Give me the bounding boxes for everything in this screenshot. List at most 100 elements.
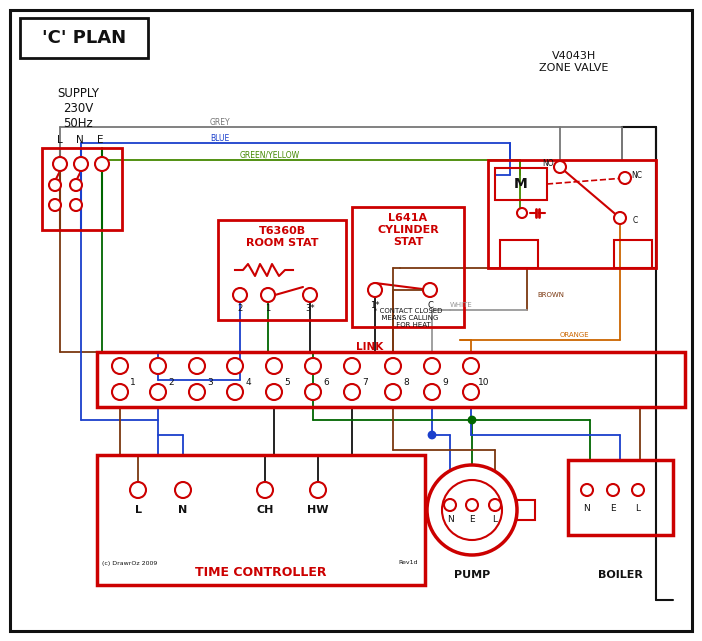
Text: 6: 6 bbox=[323, 378, 329, 387]
Text: BLUE: BLUE bbox=[210, 133, 230, 142]
Circle shape bbox=[344, 384, 360, 400]
Text: BROWN: BROWN bbox=[537, 292, 564, 298]
Circle shape bbox=[489, 499, 501, 511]
Circle shape bbox=[442, 480, 502, 540]
Text: N: N bbox=[583, 503, 590, 513]
Text: E: E bbox=[610, 503, 616, 513]
Bar bbox=[20, 18, 148, 58]
Circle shape bbox=[305, 384, 321, 400]
Text: BOILER: BOILER bbox=[597, 570, 642, 580]
Bar bbox=[568, 460, 673, 535]
Circle shape bbox=[303, 288, 317, 302]
Circle shape bbox=[70, 199, 82, 211]
Text: L: L bbox=[135, 505, 142, 515]
Circle shape bbox=[49, 179, 61, 191]
Text: ORANGE: ORANGE bbox=[560, 332, 590, 338]
Text: M: M bbox=[514, 177, 528, 191]
Circle shape bbox=[95, 157, 109, 171]
Circle shape bbox=[444, 499, 456, 511]
Text: 3: 3 bbox=[207, 378, 213, 387]
Text: 8: 8 bbox=[403, 378, 409, 387]
Text: (c) DrawrOz 2009: (c) DrawrOz 2009 bbox=[102, 560, 158, 565]
Text: 1: 1 bbox=[130, 378, 136, 387]
Circle shape bbox=[49, 199, 61, 211]
Circle shape bbox=[344, 358, 360, 374]
Text: V4043H
ZONE VALVE: V4043H ZONE VALVE bbox=[539, 51, 609, 73]
Text: TIME CONTROLLER: TIME CONTROLLER bbox=[195, 565, 326, 578]
Bar bbox=[352, 207, 464, 327]
Circle shape bbox=[310, 482, 326, 498]
Circle shape bbox=[632, 484, 644, 496]
Circle shape bbox=[53, 157, 67, 171]
Text: 3*: 3* bbox=[305, 303, 314, 313]
Circle shape bbox=[424, 384, 440, 400]
Circle shape bbox=[112, 358, 128, 374]
Circle shape bbox=[130, 482, 146, 498]
Circle shape bbox=[70, 179, 82, 191]
Circle shape bbox=[368, 283, 382, 297]
Bar bbox=[427, 500, 445, 520]
Circle shape bbox=[175, 482, 191, 498]
Text: 7: 7 bbox=[362, 378, 368, 387]
Text: 9: 9 bbox=[442, 378, 448, 387]
Circle shape bbox=[554, 161, 566, 173]
Bar bbox=[517, 500, 535, 520]
Text: 10: 10 bbox=[478, 378, 490, 387]
Circle shape bbox=[429, 432, 435, 438]
Text: WHITE: WHITE bbox=[450, 302, 472, 308]
Circle shape bbox=[469, 417, 475, 423]
Text: SUPPLY
230V
50Hz: SUPPLY 230V 50Hz bbox=[57, 87, 99, 129]
Text: 'C' PLAN: 'C' PLAN bbox=[42, 29, 126, 47]
Bar bbox=[614, 240, 652, 268]
Circle shape bbox=[74, 157, 88, 171]
Circle shape bbox=[227, 384, 243, 400]
Text: 2: 2 bbox=[168, 378, 174, 387]
Circle shape bbox=[385, 358, 401, 374]
Text: 1*: 1* bbox=[370, 301, 380, 310]
Text: N: N bbox=[76, 135, 84, 145]
Text: L641A
CYLINDER
STAT: L641A CYLINDER STAT bbox=[377, 213, 439, 247]
Circle shape bbox=[305, 358, 321, 374]
Bar bbox=[495, 168, 547, 200]
Circle shape bbox=[423, 283, 437, 297]
Text: GREY: GREY bbox=[210, 117, 231, 126]
Bar bbox=[97, 455, 425, 585]
Circle shape bbox=[266, 384, 282, 400]
Text: HW: HW bbox=[307, 505, 329, 515]
Circle shape bbox=[150, 358, 166, 374]
Bar bbox=[500, 240, 538, 268]
Text: C: C bbox=[633, 215, 637, 224]
Bar bbox=[488, 160, 656, 268]
Text: C: C bbox=[427, 301, 433, 310]
Text: NC: NC bbox=[632, 171, 642, 179]
Text: 1: 1 bbox=[265, 303, 271, 313]
Text: N: N bbox=[446, 515, 453, 524]
Text: 5: 5 bbox=[284, 378, 290, 387]
Circle shape bbox=[463, 358, 479, 374]
Text: L: L bbox=[635, 503, 640, 513]
Circle shape bbox=[227, 358, 243, 374]
Circle shape bbox=[466, 499, 478, 511]
Circle shape bbox=[266, 358, 282, 374]
Text: L: L bbox=[493, 515, 498, 524]
Bar bbox=[42, 148, 122, 230]
Bar bbox=[97, 352, 685, 407]
Text: L: L bbox=[57, 135, 63, 145]
Circle shape bbox=[619, 172, 631, 184]
Text: Rev1d: Rev1d bbox=[398, 560, 418, 565]
Circle shape bbox=[189, 384, 205, 400]
Text: * CONTACT CLOSED
  MEANS CALLING
     FOR HEAT: * CONTACT CLOSED MEANS CALLING FOR HEAT bbox=[373, 308, 442, 328]
Text: N: N bbox=[178, 505, 187, 515]
Circle shape bbox=[189, 358, 205, 374]
Circle shape bbox=[261, 288, 275, 302]
Bar bbox=[218, 220, 346, 320]
Text: GREEN/YELLOW: GREEN/YELLOW bbox=[240, 151, 300, 160]
Circle shape bbox=[150, 384, 166, 400]
Circle shape bbox=[517, 208, 527, 218]
Text: E: E bbox=[97, 135, 103, 145]
Text: LINK: LINK bbox=[357, 342, 383, 352]
Circle shape bbox=[463, 384, 479, 400]
Circle shape bbox=[385, 384, 401, 400]
Circle shape bbox=[233, 288, 247, 302]
Circle shape bbox=[607, 484, 619, 496]
